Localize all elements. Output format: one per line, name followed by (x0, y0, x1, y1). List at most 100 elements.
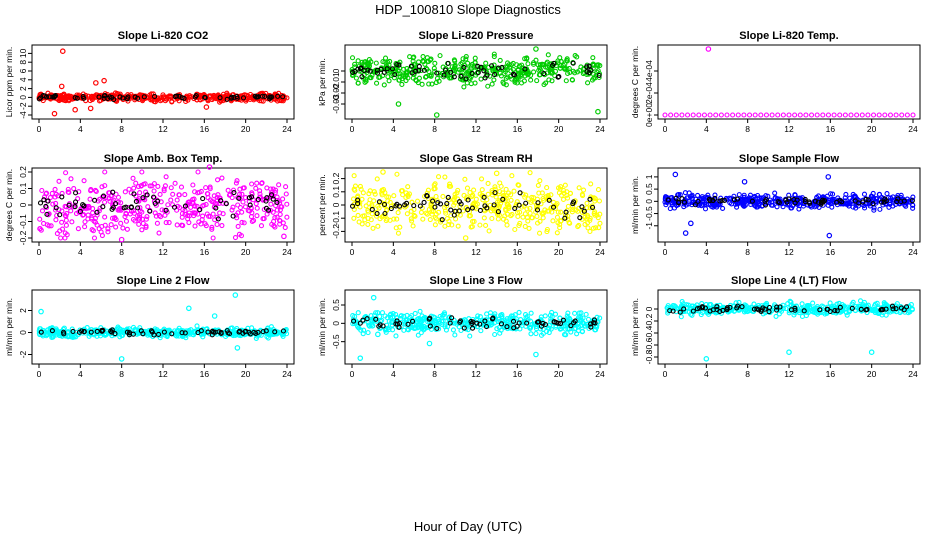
data-point (120, 225, 126, 231)
reference-point (448, 207, 454, 213)
data-point (441, 311, 447, 317)
reference-point (46, 94, 52, 100)
reference-point (806, 199, 812, 205)
data-point (544, 59, 550, 65)
data-point (102, 214, 108, 220)
data-point (713, 112, 719, 118)
data-point (145, 332, 151, 338)
data-point (394, 216, 400, 222)
data-point (379, 187, 385, 193)
outlier-point (703, 355, 710, 362)
data-point (112, 215, 118, 221)
data-point (734, 201, 740, 207)
reference-point (192, 94, 198, 100)
data-point (401, 66, 407, 72)
data-point (90, 210, 96, 216)
data-point (37, 216, 43, 222)
data-point (412, 213, 418, 219)
reference-point (878, 307, 884, 313)
data-point (472, 55, 478, 61)
reference-point (394, 321, 400, 327)
y-tick-label: 0.5 (644, 183, 654, 195)
reference-point (579, 204, 585, 210)
data-point (258, 223, 265, 229)
point-cloud (36, 48, 290, 117)
data-point (364, 60, 371, 66)
data-point (468, 224, 474, 230)
x-tick-label: 16 (826, 124, 836, 134)
reference-point (834, 199, 840, 205)
y-axis-label: ml/min per min. (4, 298, 14, 356)
y-tick-label: -0.8 (644, 349, 654, 364)
reference-point (100, 193, 107, 199)
x-tick-label: 12 (784, 247, 794, 257)
reference-point (570, 201, 576, 207)
data-point (190, 182, 196, 188)
data-point (205, 98, 211, 104)
reference-point (73, 190, 79, 196)
reference-point (135, 95, 141, 101)
data-point (85, 212, 91, 218)
data-point (534, 78, 540, 84)
data-point (52, 186, 58, 192)
data-point (876, 112, 882, 118)
data-point (528, 331, 534, 337)
data-point (229, 325, 235, 331)
data-point (506, 64, 512, 70)
data-point (449, 222, 455, 228)
data-point (427, 216, 433, 223)
data-point (544, 229, 550, 235)
data-point (910, 112, 916, 118)
data-point (41, 194, 48, 200)
y-tick-label: 0.2 (18, 166, 28, 178)
data-point (410, 58, 416, 64)
outlier-point (493, 170, 500, 177)
reference-point (265, 207, 272, 213)
x-tick-label: 8 (119, 369, 124, 379)
data-point (799, 313, 806, 319)
data-point (539, 61, 545, 67)
reference-point (568, 323, 574, 329)
reference-point (586, 63, 592, 69)
reference-point (591, 320, 597, 326)
reference-point (677, 309, 683, 315)
data-point (548, 70, 554, 76)
data-point (825, 112, 832, 118)
data-point (804, 307, 810, 313)
reference-point (224, 96, 230, 102)
data-point (446, 315, 452, 321)
y-tick-label: 0.5 (331, 299, 341, 311)
x-tick-label: 0 (663, 247, 668, 257)
data-point (499, 311, 505, 318)
data-point (379, 317, 385, 323)
data-point (773, 313, 779, 319)
data-point (594, 62, 600, 68)
reference-point (483, 323, 490, 330)
data-point (124, 226, 130, 232)
data-point (253, 185, 259, 191)
reference-point (430, 198, 436, 204)
reference-point (749, 198, 755, 204)
data-point (730, 112, 736, 118)
data-point (467, 189, 473, 196)
reference-point (589, 204, 596, 210)
outlier-point (118, 356, 125, 362)
data-point (404, 66, 410, 72)
data-point (449, 75, 455, 81)
data-point (56, 178, 62, 184)
reference-point (909, 198, 915, 204)
data-point (489, 81, 495, 87)
x-tick-label: 0 (37, 369, 42, 379)
data-point (678, 314, 684, 320)
data-point (734, 204, 740, 210)
reference-point (536, 319, 542, 325)
data-point (145, 204, 151, 210)
reference-point (409, 318, 416, 324)
data-point (270, 209, 276, 215)
figure-title: HDP_100810 Slope Diagnostics (375, 2, 561, 17)
x-tick-label: 12 (158, 247, 168, 257)
data-point (403, 317, 409, 323)
data-point (143, 224, 149, 230)
data-point (385, 74, 391, 80)
